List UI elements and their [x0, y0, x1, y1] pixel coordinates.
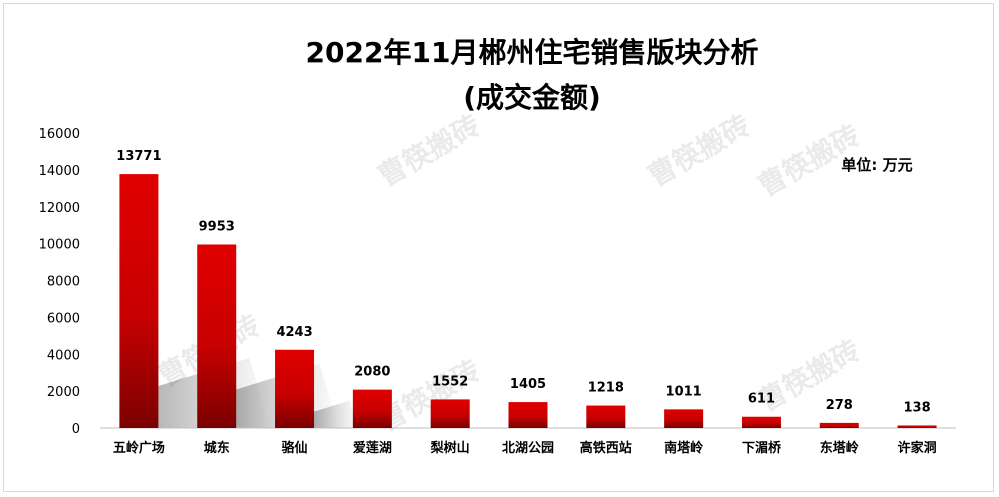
category-label: 城东 [204, 440, 230, 456]
category-label: 梨树山 [430, 440, 470, 456]
y-axis-ticks: 0 2000 4000 6000 8000 10000 12000 14000 16000 [39, 127, 80, 437]
bar [897, 425, 937, 428]
y-tick-label: 16000 [39, 127, 80, 142]
value-label: 1218 [588, 381, 624, 396]
y-tick-label: 10000 [39, 238, 80, 253]
category-label: 高铁西站 [580, 440, 632, 456]
bar [275, 349, 315, 428]
bar [197, 244, 237, 428]
value-label: 1405 [510, 377, 546, 392]
chart-subtitle: (成交金额) [463, 81, 601, 114]
bar [508, 402, 548, 428]
value-label: 1552 [432, 374, 468, 389]
value-label: 138 [904, 400, 931, 415]
category-label: 东塔岭 [820, 440, 859, 456]
value-labels: 13771 9953 4243 2080 1552 1405 1218 1011 611 278 1… [116, 149, 930, 415]
unit-label: 单位: 万元 [841, 156, 912, 174]
y-tick-label: 0 [72, 422, 80, 437]
bar [819, 422, 859, 428]
value-label: 611 [748, 392, 775, 407]
chart-title: 2022年11月郴州住宅销售版块分析 [306, 36, 759, 69]
bar [664, 409, 704, 428]
bars-group [119, 174, 937, 428]
category-label: 下湄桥 [742, 440, 782, 456]
watermark-text: 曹筷搬砖 [642, 108, 756, 193]
value-label: 9953 [199, 219, 235, 234]
category-label: 骆仙 [282, 440, 308, 456]
category-label: 爱莲湖 [353, 440, 392, 456]
category-label: 北湖公园 [502, 441, 554, 456]
y-tick-label: 6000 [47, 311, 80, 326]
y-tick-label: 4000 [47, 348, 80, 363]
value-label: 13771 [116, 149, 161, 164]
category-label: 南塔岭 [664, 440, 703, 456]
bar-shadow [314, 400, 358, 428]
y-tick-label: 8000 [47, 275, 80, 290]
bar [430, 399, 470, 428]
category-label: 许家洞 [898, 440, 937, 456]
value-label: 4243 [276, 325, 312, 340]
value-label: 1011 [666, 384, 702, 399]
value-label: 2080 [354, 365, 390, 380]
chart-frame: 曹筷搬砖曹筷搬砖曹筷搬砖曹筷搬砖曹筷搬砖曹筷搬砖 2022年11月郴州住宅销售版… [3, 3, 994, 492]
y-tick-label: 2000 [47, 385, 80, 400]
category-labels: 五岭广场 城东 骆仙 爱莲湖 梨树山 北湖公园 高铁西站 南塔岭 下湄桥 东塔岭 许家洞 [113, 440, 937, 456]
bar-chart: 曹筷搬砖曹筷搬砖曹筷搬砖曹筷搬砖曹筷搬砖曹筷搬砖 2022年11月郴州住宅销售版… [39, 36, 956, 456]
bar [741, 416, 781, 428]
y-tick-label: 12000 [39, 201, 80, 216]
value-label: 278 [826, 398, 853, 413]
y-tick-label: 14000 [39, 164, 80, 179]
bar [119, 174, 159, 428]
bar [586, 405, 626, 428]
category-label: 五岭广场 [113, 440, 165, 456]
bar [352, 389, 392, 428]
watermark-text: 曹筷搬砖 [372, 108, 486, 193]
